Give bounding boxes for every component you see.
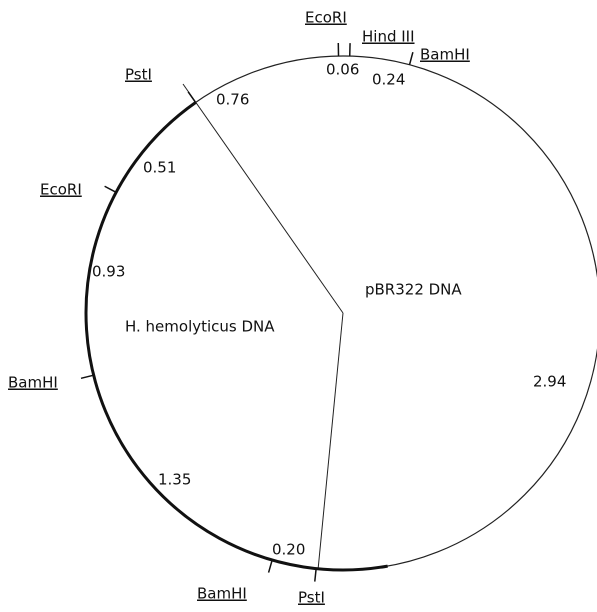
fragment-size: 1.35 (158, 471, 191, 489)
site-tick (269, 560, 273, 572)
site-label: EcoRI (305, 9, 347, 27)
fragment-size: 0.93 (92, 263, 125, 281)
region-label: pBR322 DNA (365, 281, 462, 299)
site-label: PstI (298, 589, 325, 607)
region-label: H. hemolyticus DNA (125, 318, 275, 336)
site-label: BamHI (420, 46, 470, 64)
plasmid-circle (86, 56, 597, 570)
site-tick (410, 52, 413, 65)
site-tick (81, 375, 94, 378)
insert-arc (86, 102, 388, 570)
insert-boundary (183, 84, 343, 313)
site-label: BamHI (8, 374, 58, 392)
site-tick (315, 569, 316, 582)
insert-boundary (318, 313, 343, 570)
fragment-size: 0.20 (272, 541, 305, 559)
fragment-size: 2.94 (533, 373, 566, 391)
site-tick (105, 186, 116, 192)
fragment-size: 0.06 (326, 61, 359, 79)
fragment-size: 0.76 (216, 91, 249, 109)
site-tick (188, 92, 195, 103)
site-label: Hind III (362, 28, 415, 46)
fragment-size: 0.51 (143, 159, 176, 177)
site-label: EcoRI (40, 181, 82, 199)
site-label: PstI (125, 66, 152, 84)
site-label: BamHI (197, 585, 247, 603)
fragment-size: 0.24 (372, 71, 405, 89)
